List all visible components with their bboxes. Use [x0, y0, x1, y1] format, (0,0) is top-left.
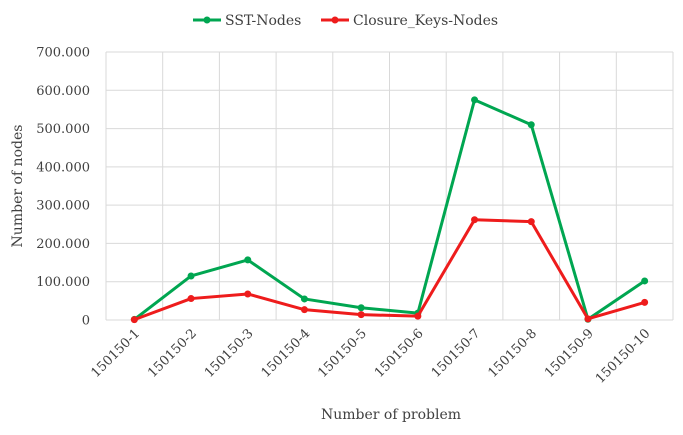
data-point: [357, 304, 365, 312]
y-tick-label: 400.000: [36, 160, 90, 175]
x-tick-label: 150150-10: [593, 326, 654, 387]
y-tick-label: 300.000: [36, 199, 90, 214]
x-tick-label: 150150-6: [372, 326, 427, 381]
legend-marker: [331, 16, 339, 24]
data-point: [244, 290, 252, 298]
data-point: [244, 256, 252, 264]
x-tick-label: 150150-5: [315, 326, 370, 381]
data-point: [187, 272, 195, 280]
data-point: [187, 295, 195, 303]
series-group: [130, 96, 649, 324]
legend-marker: [203, 16, 211, 24]
data-point: [414, 312, 422, 320]
series-line: [133, 98, 646, 321]
x-tick-label: 150150-7: [429, 326, 484, 381]
y-tick-label: 500.000: [36, 122, 90, 137]
legend-label: Closure_Keys-Nodes: [353, 13, 498, 29]
data-point: [300, 295, 308, 303]
data-point: [641, 277, 649, 285]
gridlines: [105, 51, 674, 321]
x-tick-label: 150150-9: [542, 326, 597, 381]
y-tick-label: 100.000: [36, 275, 90, 290]
legend: SST-Nodes Closure_Keys-Nodes: [193, 13, 498, 29]
x-tick-label: 150150-8: [485, 326, 540, 381]
data-point: [300, 306, 308, 314]
data-point: [471, 96, 479, 104]
data-point: [641, 298, 649, 306]
data-point: [527, 218, 535, 226]
x-tick-label: 150150-1: [89, 326, 144, 381]
x-axis-title: Number of problem: [321, 407, 461, 423]
y-tick-label: 200.000: [36, 237, 90, 252]
x-tick-label: 150150-3: [202, 326, 257, 381]
x-tick-label: 150150-4: [259, 326, 314, 381]
y-axis-title: Number of nodes: [10, 125, 26, 248]
y-tick-label: 700.000: [36, 46, 90, 61]
data-point: [471, 216, 479, 224]
data-point: [584, 315, 592, 323]
data-point: [527, 121, 535, 129]
y-tick-label: 0: [82, 314, 90, 329]
data-point: [357, 311, 365, 319]
x-axis-ticks: 150150-1 150150-2 150150-3 150150-4 150150-5…: [89, 326, 654, 387]
x-tick-label: 150150-2: [145, 326, 200, 381]
legend-label: SST-Nodes: [225, 13, 301, 29]
y-axis-ticks: 0 100.000 200.000 300.000 400.000 500.000 600.…: [36, 46, 90, 329]
y-tick-label: 600.000: [36, 84, 90, 99]
series-line: [133, 218, 646, 322]
data-point: [130, 316, 138, 324]
